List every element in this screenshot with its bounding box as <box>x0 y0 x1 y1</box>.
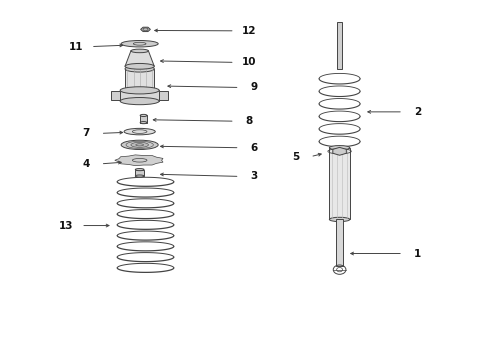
Ellipse shape <box>131 49 148 53</box>
Bar <box>125 69 154 101</box>
Text: 4: 4 <box>82 159 89 169</box>
Ellipse shape <box>120 98 159 105</box>
Polygon shape <box>125 51 154 66</box>
Bar <box>335 220 342 266</box>
Ellipse shape <box>121 140 158 149</box>
Text: 6: 6 <box>250 143 257 153</box>
Polygon shape <box>115 155 163 166</box>
Text: 13: 13 <box>59 221 74 230</box>
Text: 3: 3 <box>250 171 257 181</box>
Text: 8: 8 <box>245 116 252 126</box>
Text: 9: 9 <box>250 82 257 93</box>
Text: 10: 10 <box>242 57 256 67</box>
Bar <box>329 148 349 220</box>
Ellipse shape <box>140 122 147 124</box>
Polygon shape <box>141 27 150 32</box>
Ellipse shape <box>135 168 144 171</box>
Text: 5: 5 <box>291 152 299 162</box>
Ellipse shape <box>125 63 154 69</box>
Ellipse shape <box>329 217 349 222</box>
Bar <box>120 90 159 101</box>
Bar <box>111 91 120 100</box>
Bar <box>159 91 167 100</box>
Text: 1: 1 <box>413 248 420 258</box>
Bar <box>336 22 341 69</box>
Ellipse shape <box>140 114 147 117</box>
Text: 2: 2 <box>413 107 420 117</box>
Bar <box>140 116 147 123</box>
Ellipse shape <box>135 175 144 177</box>
Text: 11: 11 <box>69 42 83 51</box>
Text: 7: 7 <box>82 129 89 138</box>
Ellipse shape <box>329 145 349 150</box>
Bar <box>135 170 144 176</box>
Ellipse shape <box>120 87 159 94</box>
Polygon shape <box>332 147 346 155</box>
Ellipse shape <box>131 142 148 147</box>
Text: 12: 12 <box>242 26 256 36</box>
Ellipse shape <box>124 129 155 135</box>
Ellipse shape <box>125 66 154 72</box>
Ellipse shape <box>121 41 158 47</box>
